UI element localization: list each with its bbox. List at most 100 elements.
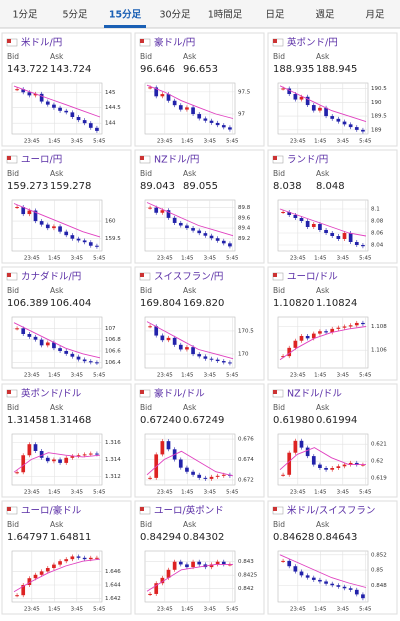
- pair-title[interactable]: スイスフラン/円: [154, 272, 223, 283]
- candle: [95, 362, 99, 364]
- candle: [154, 583, 159, 594]
- candle: [336, 118, 341, 122]
- flag-mark: [140, 390, 144, 394]
- candle: [324, 107, 328, 117]
- candle: [154, 326, 159, 336]
- tab[interactable]: 週足: [315, 9, 335, 21]
- pair-title[interactable]: 米ドル/スイスフラン: [287, 505, 375, 517]
- y-tick-label: 0.676: [238, 437, 254, 443]
- candle: [21, 455, 26, 473]
- y-tick-label: 190.5: [371, 86, 387, 92]
- ask-label: Ask: [50, 169, 64, 178]
- y-tick-label: 8.04: [371, 243, 384, 249]
- pair-title[interactable]: ユーロ/円: [21, 155, 62, 166]
- candle: [221, 125, 226, 128]
- tab-bar: [0, 0, 400, 28]
- ask-value: 0.84643: [316, 532, 357, 543]
- x-tick-label: 23:45: [157, 256, 173, 262]
- bid-value: 188.935: [273, 64, 314, 75]
- candle: [172, 100, 177, 106]
- tab[interactable]: 日足: [265, 10, 285, 21]
- x-tick-label: 1:45: [314, 490, 327, 496]
- x-tick-label: 23:45: [157, 490, 173, 496]
- y-tick-label: 1.646: [105, 569, 121, 575]
- candle: [228, 362, 232, 364]
- candle: [299, 335, 304, 341]
- candle: [95, 245, 99, 247]
- candle: [33, 93, 38, 96]
- bid-label: Bid: [273, 403, 285, 412]
- x-tick-label: 1:45: [181, 373, 194, 379]
- ask-label: Ask: [183, 286, 197, 295]
- candle: [39, 571, 44, 575]
- moving-average: [146, 450, 234, 477]
- x-tick-label: 23:45: [290, 139, 306, 145]
- candle: [45, 342, 50, 346]
- x-tick-label: 1:45: [48, 256, 61, 262]
- pair-title[interactable]: ユーロ/豪ドル: [21, 505, 82, 517]
- x-tick-label: 3:45: [204, 490, 217, 496]
- candle: [287, 560, 292, 567]
- x-tick-label: 23:45: [157, 607, 173, 613]
- pair-title[interactable]: NZドル/ドル: [287, 389, 342, 400]
- y-tick-label: 107: [105, 326, 116, 332]
- candle: [58, 459, 62, 463]
- candle: [311, 333, 316, 339]
- y-tick-label: 0.621: [371, 442, 387, 448]
- candle: [203, 233, 208, 236]
- ask-label: Ask: [183, 403, 197, 412]
- candle: [64, 351, 69, 354]
- candle: [197, 474, 202, 478]
- chart-frame: [144, 316, 236, 369]
- pair-title[interactable]: 豪ドル/円: [154, 37, 195, 49]
- tab[interactable]: 月足: [365, 10, 385, 21]
- candle: [76, 356, 81, 360]
- candle: [58, 561, 62, 565]
- candle: [215, 561, 220, 565]
- candle: [39, 451, 44, 458]
- candle: [354, 242, 359, 245]
- pair-title[interactable]: カナダドル/円: [21, 271, 81, 283]
- candle: [33, 444, 38, 451]
- candle: [197, 561, 202, 565]
- candle: [311, 577, 316, 580]
- candle: [52, 342, 56, 349]
- candle: [45, 568, 50, 572]
- pair-title[interactable]: 米ドル/円: [21, 37, 62, 49]
- candle: [160, 577, 165, 584]
- candle: [221, 474, 226, 476]
- pair-title[interactable]: ランド/円: [287, 155, 328, 166]
- x-tick-label: 1:45: [181, 139, 194, 145]
- candle: [305, 335, 310, 339]
- pair-title[interactable]: 英ポンド/円: [287, 37, 338, 49]
- candle: [178, 222, 183, 226]
- tab[interactable]: 30分足: [159, 10, 191, 21]
- x-tick-label: 3:45: [71, 490, 84, 496]
- candle: [52, 564, 56, 568]
- pair-title[interactable]: NZドル/円: [154, 155, 199, 166]
- candle: [348, 124, 353, 128]
- ask-value: 89.055: [183, 181, 218, 192]
- tab[interactable]: 5分足: [62, 10, 88, 21]
- candle: [354, 127, 359, 130]
- candle: [76, 556, 81, 558]
- pair-title[interactable]: ユーロ/ドル: [287, 272, 338, 283]
- y-tick-label: 160: [105, 219, 116, 225]
- bid-label: Bid: [273, 52, 285, 61]
- candle: [293, 340, 298, 348]
- tab[interactable]: 1分足: [12, 10, 38, 21]
- moving-average: [279, 447, 366, 471]
- pair-title[interactable]: ユーロ/英ポンド: [154, 505, 224, 517]
- x-tick-label: 5:45: [93, 256, 106, 262]
- candle: [281, 88, 285, 90]
- pair-title[interactable]: 豪ドル/ドル: [154, 388, 205, 400]
- x-tick-label: 3:45: [71, 373, 84, 379]
- candle: [305, 575, 310, 578]
- pair-title[interactable]: 英ポンド/ドル: [21, 388, 82, 400]
- candle: [58, 107, 62, 111]
- tab[interactable]: 1時間足: [208, 10, 243, 21]
- tab[interactable]: 15分足: [109, 9, 142, 21]
- candle: [281, 560, 285, 562]
- candle: [21, 207, 26, 215]
- x-tick-label: 5:45: [93, 373, 106, 379]
